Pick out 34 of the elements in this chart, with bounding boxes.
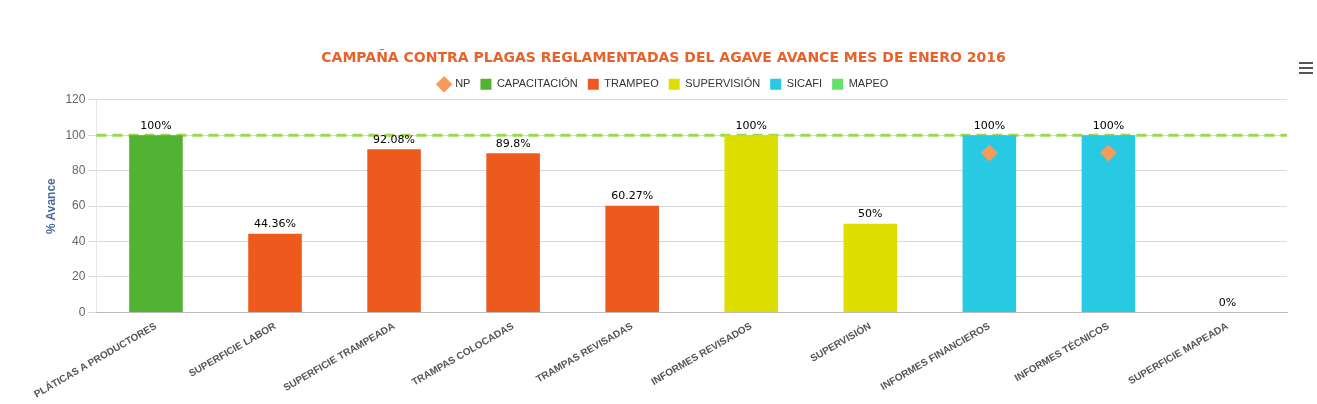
data-label: 60.27% — [611, 188, 654, 202]
bar — [129, 135, 183, 312]
bar — [486, 153, 540, 312]
y-tick-label: 20 — [72, 269, 86, 284]
data-label: 100% — [1092, 118, 1125, 132]
data-label: 100% — [140, 118, 172, 132]
data-label: 92.08% — [373, 132, 416, 146]
legend-label: MAPEO — [848, 77, 889, 90]
legend-label: TRAMPEO — [604, 77, 660, 90]
legend-label: CAPACITACIÓN — [496, 77, 578, 90]
y-tick-label: 60 — [72, 198, 86, 213]
bar — [367, 149, 421, 312]
legend-label: SUPERVISIÓN — [685, 77, 761, 90]
data-label: 89.8% — [495, 136, 531, 150]
y-axis-title: % Avance — [43, 177, 58, 235]
y-tick-label: 80 — [72, 162, 86, 177]
legend-label: NP — [455, 77, 471, 90]
chart-title: CAMPAÑA CONTRA PLAGAS REGLAMENTADAS DEL AGAVE AVANCE MES DE ENERO 2016 — [321, 49, 1006, 66]
bar — [843, 223, 898, 312]
y-tick-label: 100 — [65, 127, 86, 142]
y-tick-label: 40 — [72, 233, 86, 248]
bar — [962, 135, 1017, 312]
bar — [248, 233, 302, 312]
data-label: 100% — [973, 118, 1006, 132]
data-label: 0% — [1218, 295, 1237, 309]
data-label: 50% — [858, 207, 883, 221]
data-label: 44.36% — [254, 217, 296, 231]
bar — [1081, 135, 1136, 312]
y-tick-label: 0 — [78, 304, 86, 319]
bar — [724, 135, 779, 312]
bar — [605, 205, 659, 312]
y-tick-label: 120 — [65, 92, 86, 107]
data-label: 100% — [735, 118, 767, 132]
legend-label: SICAFI — [786, 77, 823, 90]
